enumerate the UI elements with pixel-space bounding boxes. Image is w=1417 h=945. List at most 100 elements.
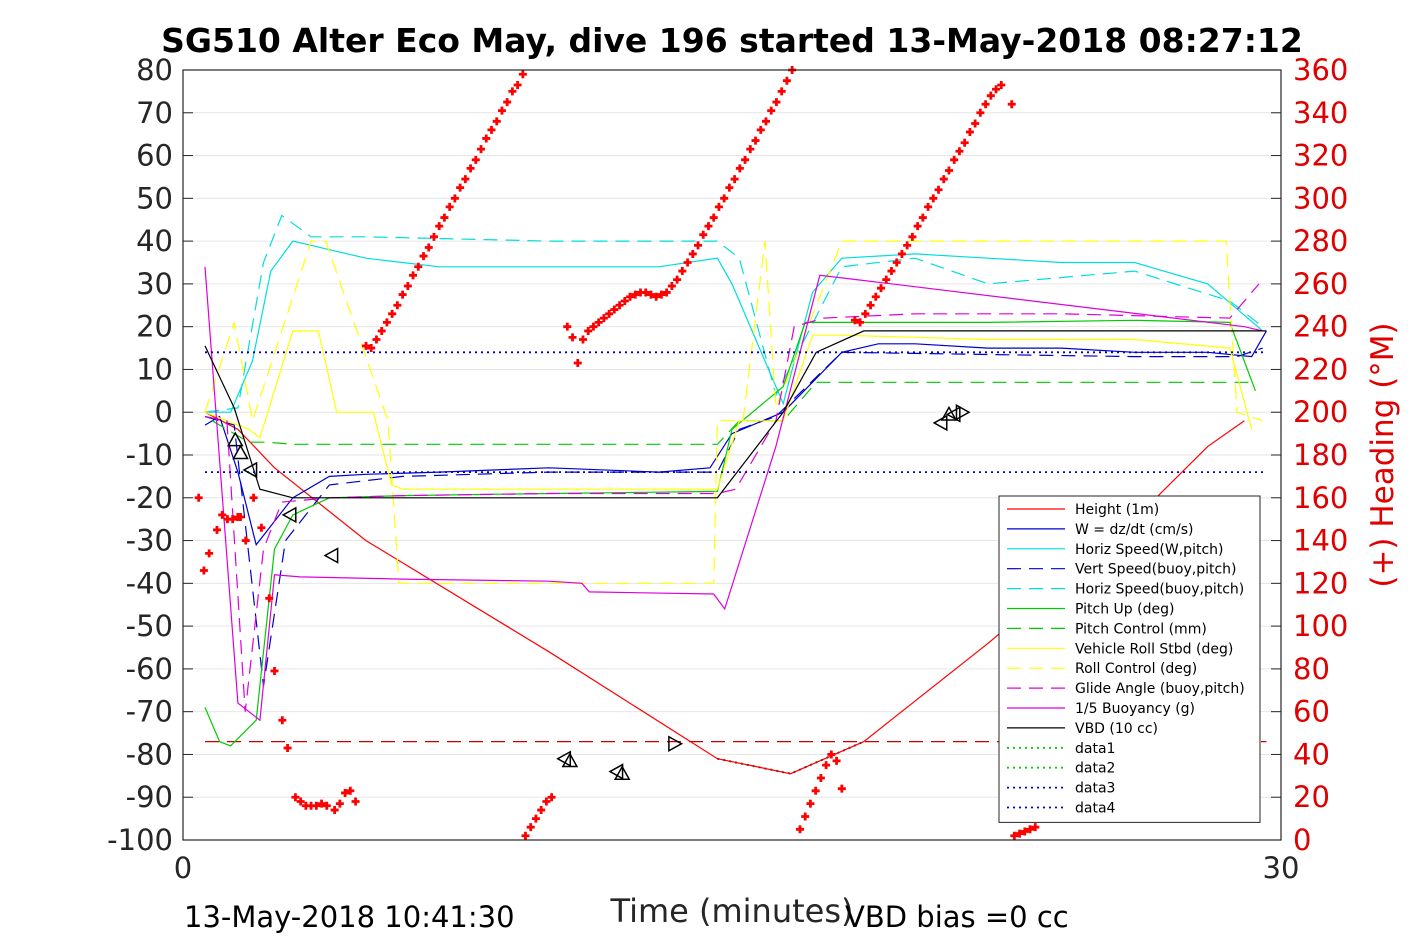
series-line <box>204 330 1267 499</box>
legend-box <box>998 495 1261 823</box>
y-left-tick-label: -40 <box>126 566 173 600</box>
heading-point <box>537 806 546 815</box>
legend-entry: Horiz Speed(W,pitch) <box>1075 542 1223 558</box>
y-right-tick-label: 360 <box>1293 53 1348 87</box>
heading-point <box>887 267 896 276</box>
x-tick-label: 0 <box>174 851 192 885</box>
y-right-tick-label: 40 <box>1293 737 1330 771</box>
legend-entry: VBD (10 cc) <box>1075 721 1158 737</box>
x-tick-label: 30 <box>1263 851 1300 885</box>
heading-point <box>877 284 886 293</box>
legend-entry: data3 <box>1075 781 1115 797</box>
triangle-marker <box>932 414 948 432</box>
heading-point <box>861 309 870 318</box>
heading-point <box>205 549 214 558</box>
triangle-marker <box>608 763 624 780</box>
heading-point <box>615 301 624 310</box>
y-right-tick-label: 60 <box>1293 695 1330 729</box>
heading-point <box>450 194 459 203</box>
heading-point <box>897 249 906 258</box>
heading-point <box>573 359 582 368</box>
y-left-tick-label: 60 <box>136 139 173 173</box>
y-right-tick-label: 260 <box>1293 267 1348 301</box>
triangle-marker <box>668 735 684 753</box>
triangle-marker <box>945 406 961 423</box>
heading-point <box>372 335 381 344</box>
heading-point <box>330 806 339 815</box>
heading-point <box>341 788 350 797</box>
heading-point <box>584 326 593 335</box>
heading-point <box>605 309 614 318</box>
y-left-tick-label: -20 <box>126 481 173 515</box>
heading-point <box>377 326 386 335</box>
y-left-tick-label: 70 <box>136 96 173 130</box>
heading-point <box>477 145 486 154</box>
triangle-marker <box>227 431 244 447</box>
heading-point <box>482 134 491 143</box>
heading-point <box>767 106 776 115</box>
y-right-tick-label: 320 <box>1293 139 1348 173</box>
heading-point <box>782 76 791 85</box>
heading-point <box>1031 823 1040 832</box>
triangle-marker <box>955 403 971 421</box>
series-line <box>204 330 1253 490</box>
y-left-tick-label: -60 <box>126 652 173 686</box>
heading-point <box>751 136 760 145</box>
heading-point <box>440 213 449 222</box>
heading-point <box>429 232 438 241</box>
heading-point <box>673 275 682 284</box>
heading-point <box>393 301 402 310</box>
heading-point <box>827 750 836 759</box>
heading-point <box>903 241 912 250</box>
triangle-marker <box>556 750 572 767</box>
heading-point <box>414 262 423 271</box>
legend-entry: data1 <box>1075 741 1115 757</box>
heading-point <box>409 271 418 280</box>
heading-point <box>652 292 661 301</box>
y-left-tick-label: 20 <box>136 310 173 344</box>
heading-point <box>772 98 781 107</box>
series-line <box>204 283 1260 712</box>
y-right-tick-label: 340 <box>1293 96 1348 130</box>
heading-point <box>508 87 517 96</box>
heading-point <box>741 155 750 164</box>
heading-point <box>1015 829 1024 838</box>
heading-point <box>270 667 279 676</box>
heading-point <box>283 744 292 753</box>
heading-point <box>683 258 692 267</box>
heading-point <box>241 536 250 545</box>
heading-point <box>461 175 470 184</box>
heading-point <box>795 825 804 834</box>
y-left-tick-label: 50 <box>136 181 173 215</box>
heading-point <box>471 155 480 164</box>
heading-point <box>367 344 376 353</box>
heading-point <box>811 786 820 795</box>
heading-point <box>526 823 535 832</box>
y-right-tick-label: 200 <box>1293 395 1348 429</box>
legend-entry: Pitch Control (mm) <box>1075 621 1207 637</box>
heading-point <box>278 716 287 725</box>
heading-point <box>424 243 433 252</box>
heading-point <box>236 513 245 522</box>
y-left-tick-label: 40 <box>136 224 173 258</box>
y-left-tick-label: 80 <box>136 53 173 87</box>
triangle-marker <box>940 405 958 421</box>
legend-entry: Vert Speed(buoy,pitch) <box>1075 562 1237 578</box>
heading-point <box>913 222 922 231</box>
heading-point <box>816 773 825 782</box>
heading-point <box>1010 831 1019 840</box>
y-right-tick-label: 300 <box>1293 181 1348 215</box>
plot-area <box>204 214 1267 775</box>
heading-point <box>924 202 933 211</box>
legend: Height (1m) W = dz/dt (cm/s) Horiz Speed(W… <box>998 495 1261 823</box>
heading-point <box>620 297 629 305</box>
heading-point <box>594 318 603 327</box>
heading-point <box>610 305 619 314</box>
triangle-marker <box>242 461 258 479</box>
y-left-tick-label: -100 <box>107 823 173 857</box>
heading-point <box>641 288 650 297</box>
footer-vbd-bias: VBD bias =0 cc <box>845 900 1069 934</box>
y-right-tick-label: 280 <box>1293 224 1348 258</box>
heading-point <box>871 292 880 301</box>
heading-point <box>908 232 917 241</box>
